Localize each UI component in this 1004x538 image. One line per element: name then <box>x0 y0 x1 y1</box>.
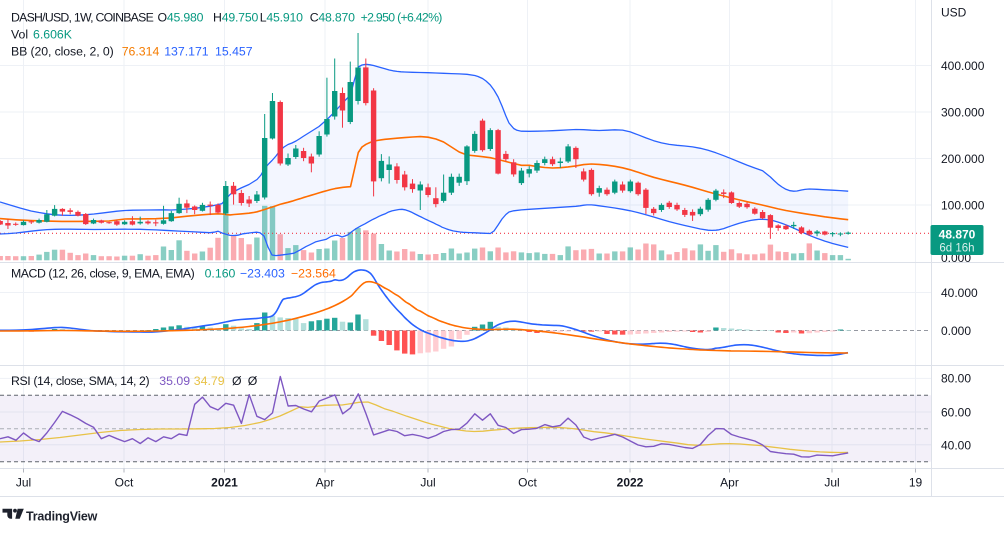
svg-text:−23.564: −23.564 <box>291 266 336 280</box>
svg-text:0.000: 0.000 <box>941 324 971 338</box>
svg-text:6.606K: 6.606K <box>33 27 73 41</box>
svg-text:USD: USD <box>941 5 967 19</box>
svg-text:DASH/USD, 1W, COINBASE: DASH/USD, 1W, COINBASE <box>11 10 154 24</box>
svg-text:Oct: Oct <box>518 476 537 490</box>
svg-text:−23.403: −23.403 <box>240 266 285 280</box>
svg-text:O45.980: O45.980 <box>158 10 204 24</box>
svg-text:0.160: 0.160 <box>205 266 236 280</box>
svg-text:C48.870: C48.870 <box>310 10 355 24</box>
svg-text:Ø: Ø <box>232 374 242 388</box>
svg-text:Jul: Jul <box>420 476 435 490</box>
svg-text:H49.750: H49.750 <box>213 10 258 24</box>
svg-text:40.00: 40.00 <box>941 439 971 453</box>
svg-text:6d 16h: 6d 16h <box>939 243 974 255</box>
svg-text:L45.910: L45.910 <box>260 10 303 24</box>
svg-text:BB (20, close, 2, 0): BB (20, close, 2, 0) <box>11 44 114 58</box>
svg-text:2022: 2022 <box>617 476 644 490</box>
svg-text:15.457: 15.457 <box>215 44 253 58</box>
svg-text:137.171: 137.171 <box>164 44 209 58</box>
svg-text:40.000: 40.000 <box>941 286 978 300</box>
svg-text:MACD (12, 26, close, 9, EMA, E: MACD (12, 26, close, 9, EMA, EMA) <box>11 266 195 280</box>
svg-text:Jul: Jul <box>824 476 839 490</box>
svg-text:19: 19 <box>909 476 923 490</box>
svg-text:2021: 2021 <box>211 476 238 490</box>
svg-text:34.79: 34.79 <box>194 374 225 388</box>
svg-text:60.00: 60.00 <box>941 405 971 419</box>
svg-text:Vol: Vol <box>11 27 28 41</box>
svg-text:80.00: 80.00 <box>941 372 971 386</box>
svg-text:76.314: 76.314 <box>122 44 160 58</box>
svg-text:Apr: Apr <box>720 476 739 490</box>
svg-text:48.870: 48.870 <box>939 228 976 242</box>
svg-text:Apr: Apr <box>316 476 335 490</box>
svg-text:Oct: Oct <box>115 476 134 490</box>
svg-text:TradingView: TradingView <box>26 510 98 524</box>
svg-text:400.000: 400.000 <box>941 59 985 73</box>
svg-text:Jul: Jul <box>16 476 31 490</box>
svg-text:300.000: 300.000 <box>941 105 985 119</box>
svg-text:35.09: 35.09 <box>159 374 190 388</box>
svg-text:RSI (14, close, SMA, 14, 2): RSI (14, close, SMA, 14, 2) <box>11 374 149 388</box>
svg-text:+2.950 (+6.42%): +2.950 (+6.42%) <box>361 10 443 24</box>
svg-text:100.000: 100.000 <box>941 198 985 212</box>
svg-text:200.000: 200.000 <box>941 152 985 166</box>
svg-text:Ø: Ø <box>248 374 258 388</box>
